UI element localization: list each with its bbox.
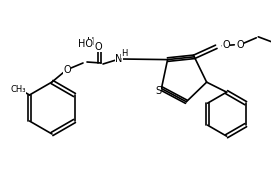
Text: CH₃: CH₃ bbox=[10, 85, 25, 94]
Text: H: H bbox=[121, 48, 127, 57]
Text: O: O bbox=[94, 42, 102, 52]
Text: N: N bbox=[115, 54, 123, 64]
Text: O: O bbox=[237, 40, 244, 50]
Text: O: O bbox=[222, 40, 230, 50]
Text: O: O bbox=[63, 65, 71, 75]
Text: HO: HO bbox=[78, 39, 93, 49]
Text: H: H bbox=[87, 37, 95, 47]
Text: S: S bbox=[155, 85, 162, 96]
